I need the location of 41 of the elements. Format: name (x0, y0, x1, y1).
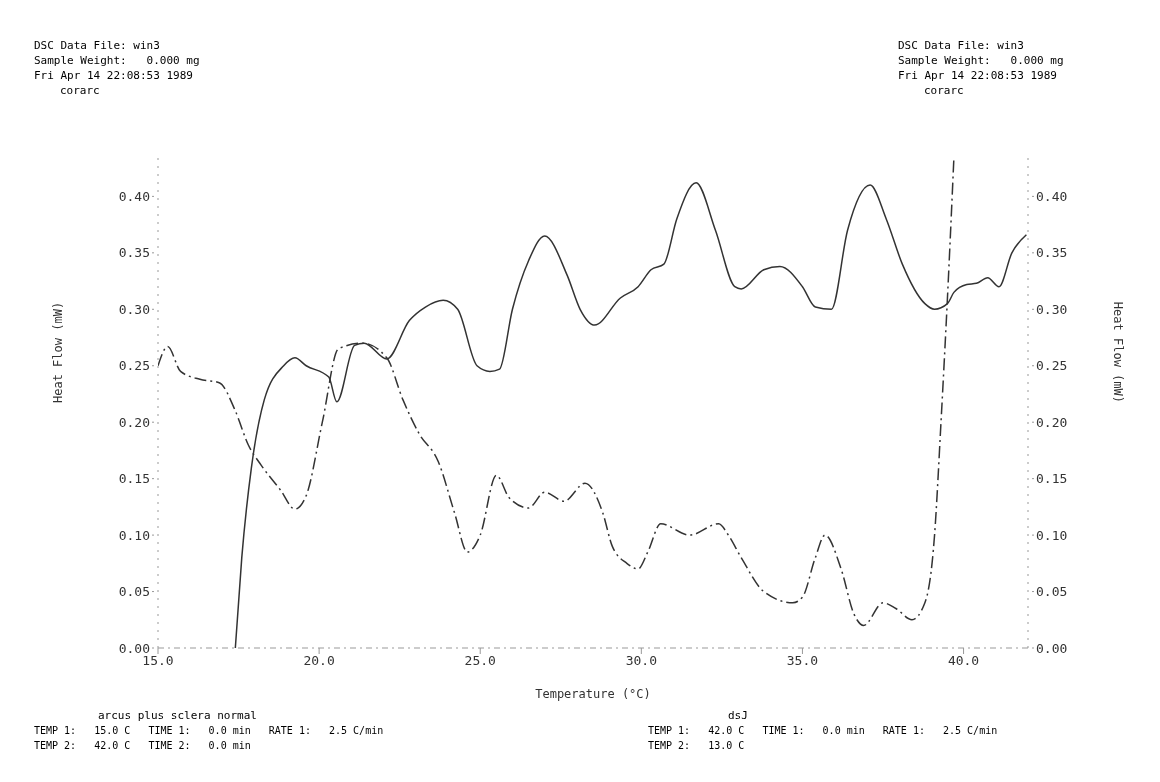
y2-tick-label: 0.05 (1036, 584, 1068, 600)
y2-axis-title: Heat Flow (mW) (1110, 301, 1125, 403)
text: Fri Apr 14 22:08:53 1989 (898, 68, 1058, 83)
x-axis-title: Temperature (°C) (535, 687, 651, 701)
text: arcus plus sclera normal (98, 708, 257, 723)
y-tick-label: 0.20 (118, 414, 150, 430)
y-tick-label: 0.35 (118, 245, 150, 261)
x-tick-label: 20.0 (303, 653, 335, 669)
y-tick-label: 0.25 (118, 358, 150, 374)
y2-tick-label: 0.30 (1036, 301, 1068, 317)
x-tick-label: 35.0 (786, 653, 819, 669)
text: corarc (59, 83, 101, 98)
text: DSC Data File: win3 (34, 38, 161, 53)
y2-tick-label: 0.10 (1036, 527, 1068, 543)
x-tick-label: 15.0 (142, 653, 174, 669)
y-tick-label: 0.00 (118, 640, 150, 656)
text: TEMP 2: 42.0 C TIME 2: 0.0 min (34, 739, 252, 753)
y2-tick-label: 0.15 (1036, 471, 1068, 487)
text: TEMP 1: 42.0 C TIME 1: 0.0 min RATE 1: 2.5 C/min (648, 724, 998, 738)
x-tick-label: 25.0 (464, 653, 496, 669)
y2-tick-label: 0.00 (1036, 640, 1068, 656)
y-tick-label: 0.15 (118, 471, 150, 487)
y2-tick-label: 0.25 (1036, 358, 1068, 374)
text: TEMP 1: 15.0 C TIME 1: 0.0 min RATE 1: 2.5 C/min (34, 724, 384, 738)
y-tick-label: 0.30 (118, 301, 150, 317)
x-tick-label: 40.0 (947, 653, 980, 669)
text: dsJ (728, 708, 748, 723)
text: Sample Weight: 0.000 mg (898, 53, 1064, 68)
y2-tick-label: 0.20 (1036, 414, 1068, 430)
text: Sample Weight: 0.000 mg (34, 53, 200, 68)
text: Fri Apr 14 22:08:53 1989 (34, 68, 194, 83)
y-axis-title: Heat Flow (mW) (51, 301, 66, 403)
y-tick-label: 0.40 (118, 189, 150, 204)
y2-tick-label: 0.35 (1036, 245, 1068, 261)
text: corarc (923, 83, 965, 98)
text: TEMP 2: 13.0 C (648, 739, 746, 753)
y-tick-label: 0.10 (118, 527, 150, 543)
y2-tick-label: 0.40 (1036, 189, 1068, 204)
text: DSC Data File: win3 (898, 38, 1025, 53)
y-tick-label: 0.05 (118, 584, 150, 600)
x-tick-label: 30.0 (625, 653, 657, 669)
